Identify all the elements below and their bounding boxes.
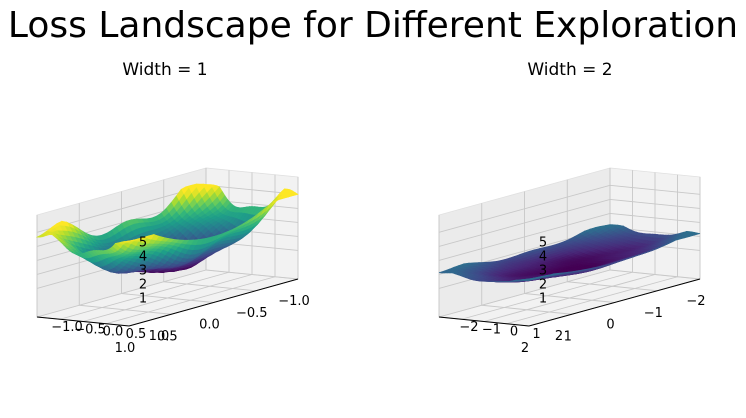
x-tick-label: 0: [606, 318, 614, 333]
grid-line-y-floor: [59, 271, 230, 320]
x-tick-label: −2: [686, 294, 705, 309]
grid-line-y-floor: [105, 276, 276, 325]
surface-w1: [35, 183, 299, 274]
figure-title: Loss Landscape for Different Exploration: [7, 5, 739, 46]
z-tick-label: 2: [539, 277, 547, 292]
x-tick-label: −1: [644, 306, 663, 321]
x-tick-label: 2: [521, 341, 529, 356]
z-tick-label: 3: [539, 263, 547, 278]
grid-line-y-floor: [36, 269, 207, 318]
z-tick-label: 4: [539, 249, 547, 264]
grid-line-y-floor: [82, 274, 253, 322]
subplot-title-width-1: Width = 1: [122, 60, 208, 80]
subplot-title-width-2: Width = 2: [527, 60, 613, 80]
z-tick-label: 5: [539, 235, 547, 250]
y-tick-label: 1: [532, 327, 540, 342]
x-tick-label: 1: [564, 329, 572, 344]
y-tick-label: −2: [459, 320, 478, 335]
y-tick-label: 2: [555, 329, 563, 344]
y-tick-label: 0: [510, 325, 518, 340]
y-tick-label: −1: [482, 322, 501, 337]
z-tick-label: 1: [539, 291, 547, 306]
